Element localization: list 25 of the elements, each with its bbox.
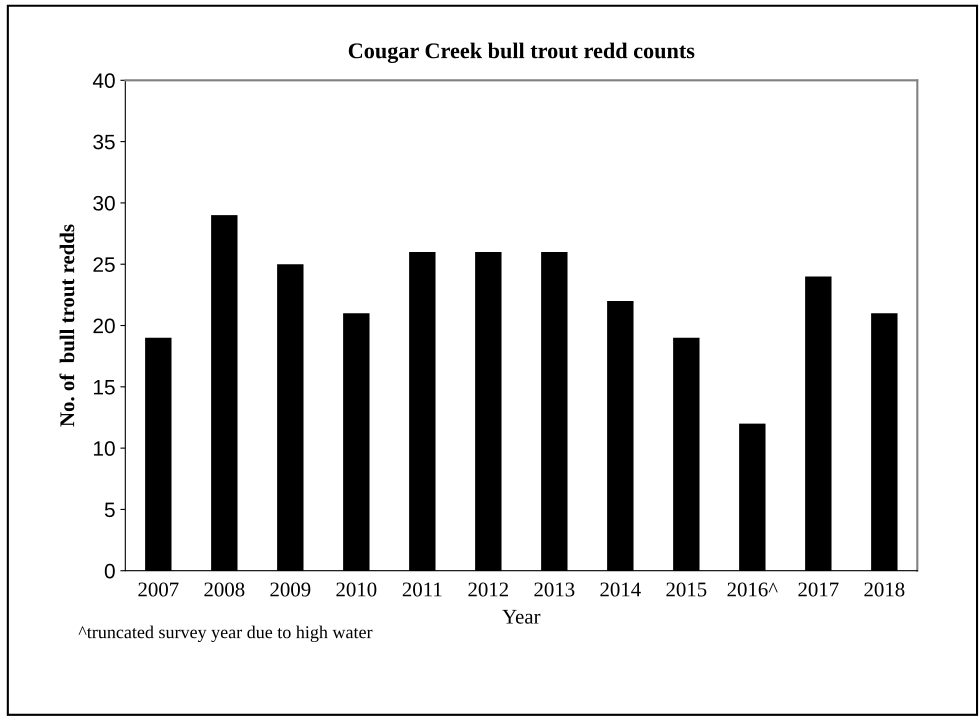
y-tick-label: 20 xyxy=(93,318,115,334)
x-tick-label: 2018 xyxy=(864,582,904,597)
y-tick-label: 0 xyxy=(104,564,115,578)
x-tick-label: 2009 xyxy=(270,582,310,597)
x-tick-label: 2008 xyxy=(204,582,244,597)
y-tick-label: 30 xyxy=(93,196,115,211)
x-tick-label: 2014 xyxy=(600,582,641,597)
y-tick-label: 40 xyxy=(92,73,115,88)
y-axis-title: No. of bull trout redds xyxy=(59,224,74,427)
x-tick-label: 2012 xyxy=(468,582,508,597)
x-tick-label: 2016^ xyxy=(728,582,778,597)
x-tick-label: 2015 xyxy=(666,582,706,597)
x-tick-label: 2013 xyxy=(534,582,574,597)
text: ^truncated survey year due to high water xyxy=(78,626,372,642)
x-tick-label: 2011 xyxy=(402,582,442,597)
y-tick-label: 25 xyxy=(93,257,115,272)
x-tick-label: 2017 xyxy=(798,582,839,597)
y-tick-label: 10 xyxy=(94,441,115,456)
x-tick-label: 2010 xyxy=(336,582,376,597)
y-tick-label: 5 xyxy=(104,502,115,518)
y-tick-label: 15 xyxy=(94,380,115,395)
x-axis-title: Year xyxy=(502,610,540,624)
chart-title: Cougar Creek bull trout redd counts xyxy=(348,42,694,63)
y-tick-label: 35 xyxy=(93,134,115,150)
x-tick-label: 2007 xyxy=(138,582,179,597)
